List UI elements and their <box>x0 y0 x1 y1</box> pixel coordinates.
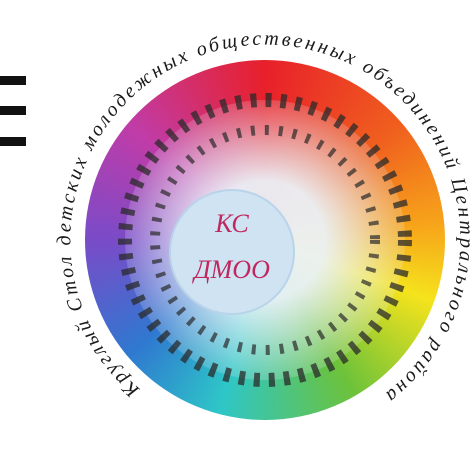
center-line: ДМОО <box>191 255 270 284</box>
logo: КС ДМОО Круглый Стол детских молодежных … <box>0 0 471 472</box>
menu-bar <box>0 76 26 85</box>
menu-bar <box>0 106 26 115</box>
center-line: КС <box>214 209 249 238</box>
menu-button[interactable] <box>0 76 26 146</box>
menu-bar <box>0 137 26 146</box>
page: {"logo": {"ring_text": "Круглый Стол дет… <box>0 0 471 472</box>
